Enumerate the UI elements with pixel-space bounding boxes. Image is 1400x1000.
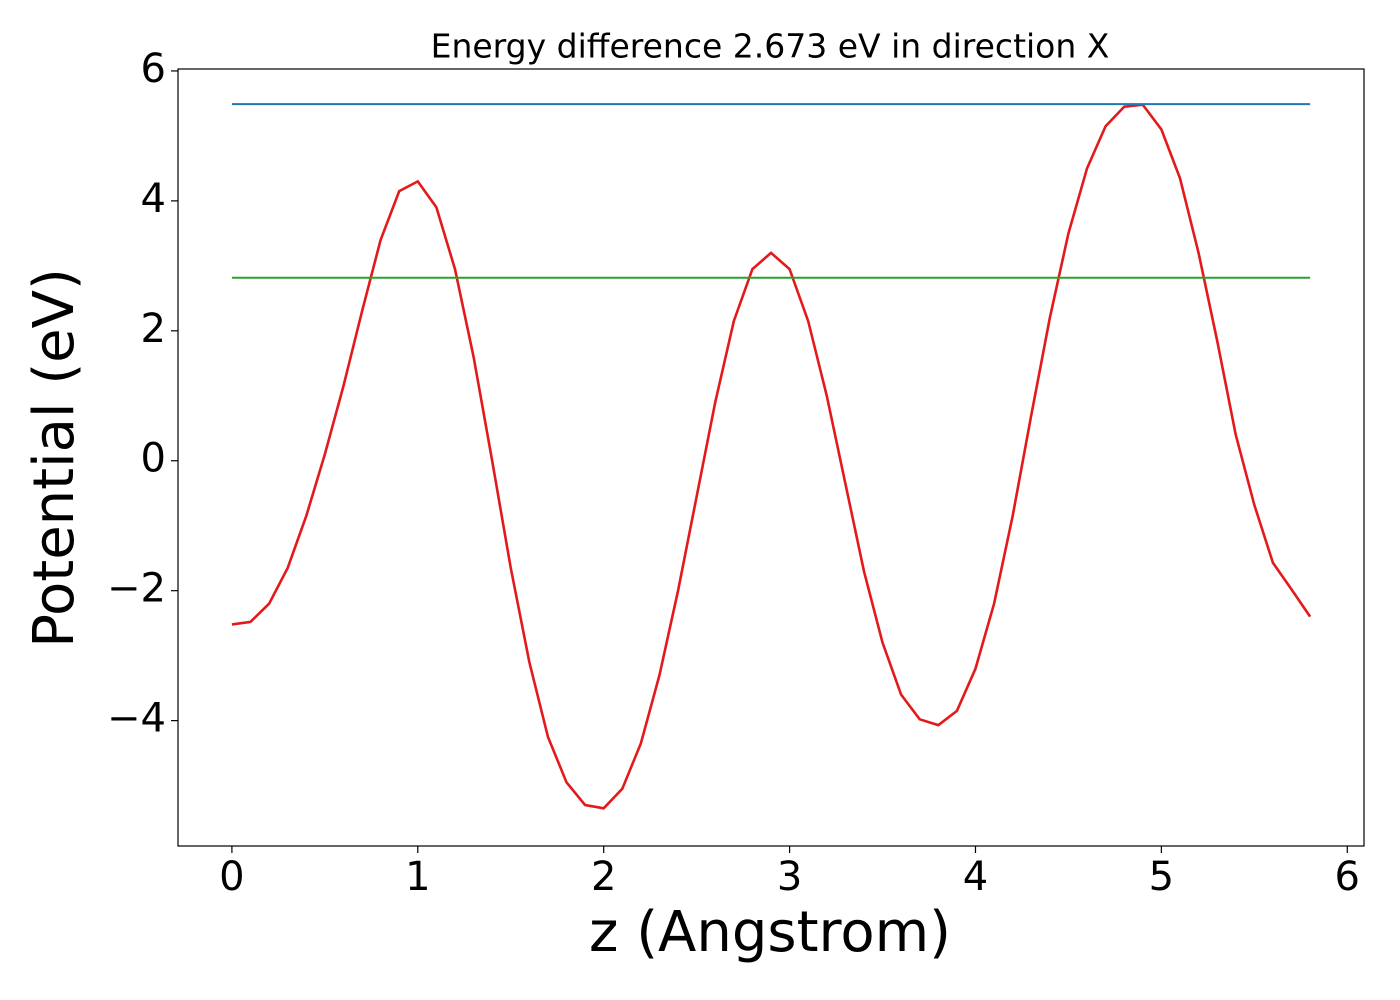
y-tick-label: 0 <box>141 436 166 482</box>
series-line <box>231 103 1312 810</box>
y-tick-label: 2 <box>141 306 166 352</box>
plot-frame <box>177 68 1365 847</box>
x-axis-label: z (Angstrom) <box>589 900 951 965</box>
chart-title: Energy difference 2.673 eV in direction … <box>431 27 1110 66</box>
x-tick-label: 5 <box>1149 854 1174 900</box>
x-tick-label: 0 <box>219 854 244 900</box>
x-tick-label: 1 <box>405 854 430 900</box>
y-tick-label: 6 <box>141 46 166 92</box>
y-axis-label: Potential (eV) <box>22 268 87 648</box>
x-tick-label: 6 <box>1335 854 1360 900</box>
y-tick-label: 4 <box>141 176 166 222</box>
x-tick-label: 4 <box>963 854 988 900</box>
x-tick-label: 3 <box>777 854 802 900</box>
y-tick-label: −2 <box>107 566 166 612</box>
x-tick-label: 2 <box>591 854 616 900</box>
y-tick-label: −4 <box>107 696 166 742</box>
